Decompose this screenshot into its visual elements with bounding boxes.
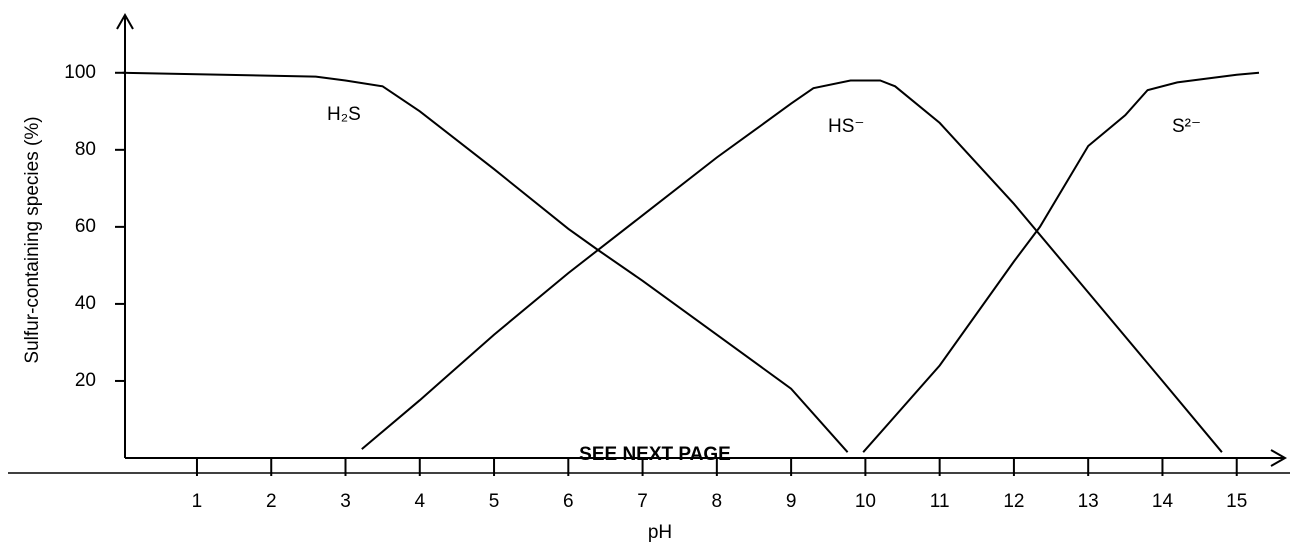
x-tick-label: 10: [855, 491, 876, 512]
series-label: HS⁻: [828, 116, 864, 137]
x-tick-label: 4: [414, 491, 425, 512]
x-tick-label: 11: [930, 491, 950, 512]
series-label: H₂S: [327, 104, 361, 125]
y-tick-label: 40: [75, 293, 96, 314]
series-label: S²⁻: [1172, 116, 1201, 137]
footer-note: SEE NEXT PAGE: [579, 444, 731, 465]
y-axis-label: Sulfur-containing species (%): [22, 116, 43, 363]
y-tick-label: 60: [75, 216, 96, 237]
x-tick-label: 14: [1152, 491, 1174, 512]
x-axis-arrow: [1270, 449, 1288, 467]
x-tick-label: 6: [563, 491, 574, 512]
x-tick-label: 5: [489, 491, 500, 512]
x-axis-label: pH: [648, 522, 672, 543]
y-tick-label: 80: [75, 139, 96, 160]
x-tick-label: 8: [712, 491, 723, 512]
y-tick-label: 100: [64, 62, 96, 83]
y-axis-arrow: [116, 12, 134, 30]
series-line: [122, 71, 849, 453]
x-tick-label: 2: [266, 491, 277, 512]
series-line: [862, 71, 1260, 453]
x-tick-label: 7: [637, 491, 648, 512]
x-tick-label: 3: [340, 491, 351, 512]
series-line: [361, 79, 1223, 453]
x-tick-label: 13: [1078, 491, 1099, 512]
x-tick-label: 9: [786, 491, 797, 512]
x-tick-label: 1: [192, 491, 203, 512]
x-tick-label: 15: [1226, 491, 1247, 512]
x-tick-label: 12: [1003, 491, 1024, 512]
y-tick-label: 20: [75, 370, 96, 391]
